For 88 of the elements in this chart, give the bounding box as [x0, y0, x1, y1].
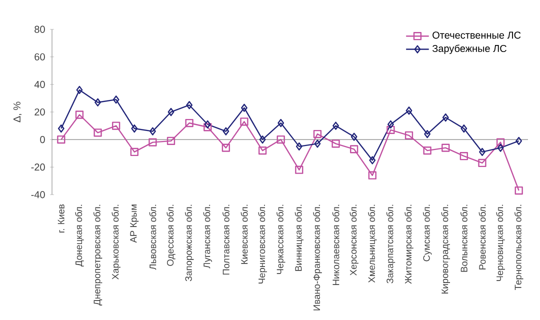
- x-tick-label: Днепропетровская обл.: [93, 204, 102, 306]
- point: [369, 156, 376, 164]
- point: [259, 135, 266, 144]
- point: [514, 186, 523, 195]
- point: [296, 142, 302, 151]
- point: [149, 127, 156, 136]
- point: [424, 130, 430, 138]
- point: [204, 120, 211, 128]
- point: [57, 135, 66, 144]
- x-tick-label: г. Киев: [58, 204, 64, 232]
- legend-label: Зарубежные ЛС: [432, 44, 506, 54]
- point: [258, 146, 267, 155]
- point: [222, 127, 230, 136]
- x-tick-label: Херсонская обл.: [350, 204, 358, 276]
- y-tick-label: 20: [34, 108, 45, 116]
- x-tick-label: Ивано-Франковская обл.: [313, 204, 322, 310]
- point: [442, 144, 450, 152]
- point: [406, 106, 412, 115]
- x-tick-label: АР Крым: [130, 204, 139, 243]
- x-tick-label: Сумская обл.: [422, 204, 432, 262]
- x-tick-label: Хмельницкая обл.: [368, 204, 377, 283]
- point: [148, 138, 157, 146]
- y-tick-label: 40: [34, 80, 45, 88]
- point: [479, 148, 486, 156]
- x-tick-label: Волынская обл.: [460, 204, 468, 272]
- point: [516, 136, 522, 145]
- x-tick-label: Житомирская обл.: [404, 204, 414, 284]
- x-tick-label: Винницкая обл.: [294, 204, 304, 271]
- point: [314, 140, 321, 148]
- point: [404, 131, 414, 140]
- x-tick-label: Тернопольская обл.: [514, 204, 524, 290]
- y-tick-label: 60: [34, 53, 45, 60]
- x-tick-label: Донецкая обл.: [75, 204, 84, 267]
- point: [460, 124, 468, 133]
- point: [130, 148, 138, 156]
- x-tick-label: Луганская обл.: [203, 204, 212, 268]
- point: [222, 144, 230, 152]
- x-tick-label: Николаевская обл.: [332, 204, 340, 286]
- point: [278, 118, 284, 128]
- point: [204, 123, 212, 132]
- point: [442, 113, 449, 122]
- point: [497, 144, 504, 152]
- point: [423, 146, 432, 155]
- point: [112, 122, 120, 130]
- point: [94, 98, 101, 106]
- x-tick-label: Полтавская обл.: [222, 204, 230, 275]
- x-tick-label: Ровенская обл.: [478, 204, 486, 270]
- y-tick-label: -40: [31, 191, 45, 198]
- x-tick-label: Харьковская обл.: [112, 204, 120, 280]
- point: [112, 96, 120, 104]
- point: [276, 135, 285, 144]
- x-tick-label: Черкасская обл.: [276, 204, 286, 274]
- x-tick-label: Одесская обл.: [166, 204, 176, 266]
- y-tick-label: 0: [40, 136, 45, 144]
- point: [478, 158, 486, 168]
- point: [496, 138, 505, 146]
- point: [185, 118, 194, 128]
- legend-label: Отечественные ЛС: [432, 32, 521, 39]
- y-tick-label: -20: [31, 164, 45, 171]
- point: [350, 145, 358, 154]
- point: [186, 101, 193, 110]
- point: [332, 140, 340, 148]
- point: [368, 171, 376, 180]
- point: [241, 104, 248, 112]
- point: [240, 118, 248, 126]
- point: [295, 166, 304, 174]
- point: [94, 128, 102, 137]
- point: [166, 136, 176, 145]
- point: [387, 120, 394, 128]
- point: [460, 152, 468, 160]
- point: [313, 130, 322, 138]
- point: [131, 124, 138, 133]
- x-tick-label: Запорожская обл.: [184, 204, 194, 282]
- x-tick-label: Киевская обл.: [240, 204, 248, 264]
- x-tick-label: Черновицкая обл.: [496, 204, 505, 282]
- point: [332, 122, 339, 130]
- x-tick-label: Закарпатская обл.: [386, 204, 396, 284]
- point: [168, 108, 174, 116]
- y-tick-label: 80: [34, 26, 45, 33]
- x-tick-label: Черниговская обл.: [258, 204, 267, 284]
- point: [76, 86, 83, 94]
- y-axis-title: Δ, %: [13, 102, 22, 122]
- point: [386, 126, 395, 134]
- x-tick-label: Кировоградская обл.: [441, 204, 450, 294]
- point: [75, 110, 84, 119]
- x-tick-label: Львовская обл.: [149, 204, 156, 270]
- point: [350, 132, 358, 141]
- point: [58, 124, 64, 133]
